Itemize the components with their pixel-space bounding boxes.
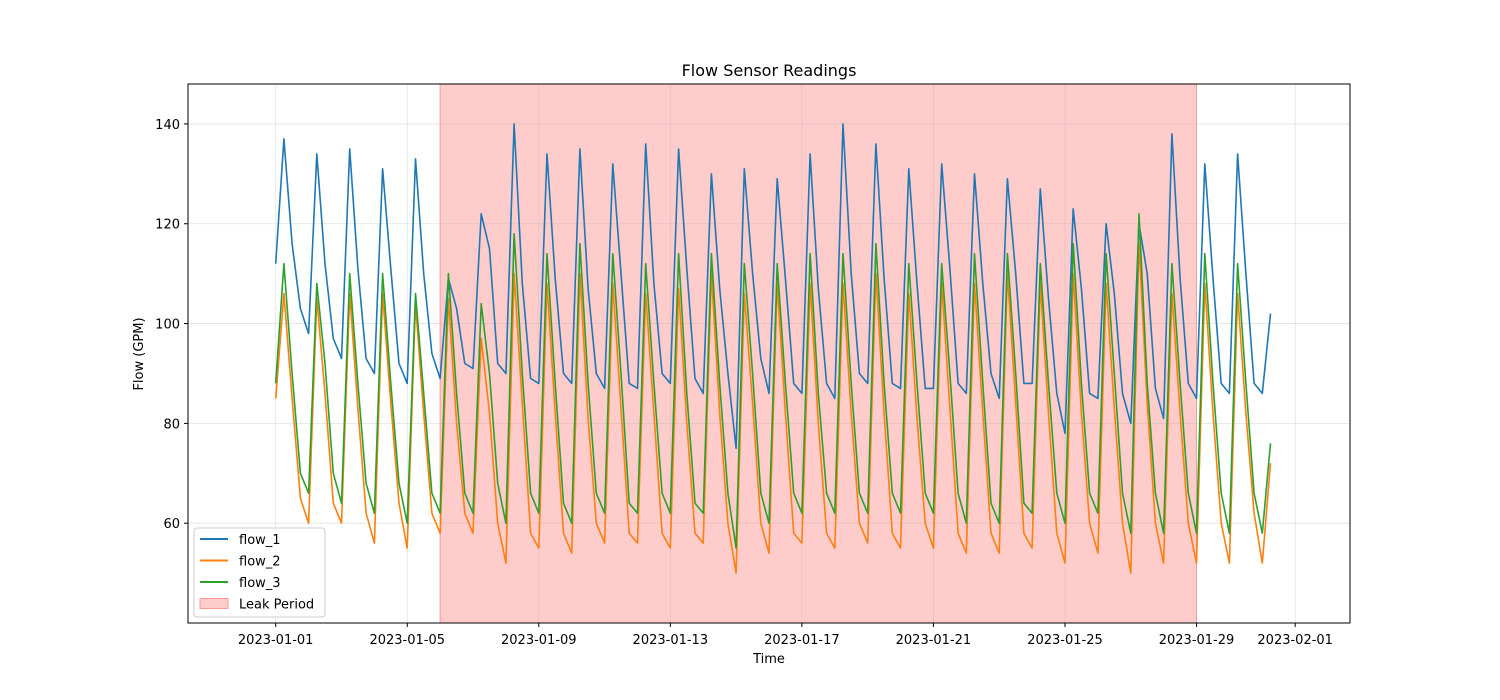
x-tick-label: 2023-01-13 xyxy=(633,633,709,648)
x-tick-label: 2023-01-25 xyxy=(1027,633,1103,648)
x-tick-label: 2023-01-29 xyxy=(1159,633,1235,648)
legend-swatch-leak-period xyxy=(199,598,229,609)
x-tick-label: 2023-01-17 xyxy=(764,633,840,648)
y-axis-title: Flow (GPM) xyxy=(132,317,147,390)
series-line-flow_3 xyxy=(274,213,1272,549)
x-tick-label: 2023-01-05 xyxy=(369,633,445,648)
x-tick-label: 2023-01-01 xyxy=(238,633,314,648)
legend-box xyxy=(193,527,326,618)
y-tick-label: 60 xyxy=(163,517,180,532)
legend-label-flow_2: flow_2 xyxy=(239,555,281,570)
legend-label-flow_3: flow_3 xyxy=(239,576,281,591)
y-tick-label: 140 xyxy=(155,118,180,133)
chart-title: Flow Sensor Readings xyxy=(682,61,857,80)
y-tick-label: 100 xyxy=(155,318,180,333)
x-tick-label: 2023-01-09 xyxy=(501,633,577,648)
plot-frame xyxy=(187,83,1351,624)
y-tick-label: 120 xyxy=(155,218,180,233)
series-line-flow_1 xyxy=(274,123,1272,450)
legend-label-flow_1: flow_1 xyxy=(239,533,281,548)
y-tick-label: 80 xyxy=(163,417,180,432)
x-axis-title: Time xyxy=(752,652,785,667)
x-tick-label: 2023-01-21 xyxy=(896,633,972,648)
x-tick-label: 2023-02-01 xyxy=(1257,633,1333,648)
legend-label-leak-period: Leak Period xyxy=(239,598,314,613)
